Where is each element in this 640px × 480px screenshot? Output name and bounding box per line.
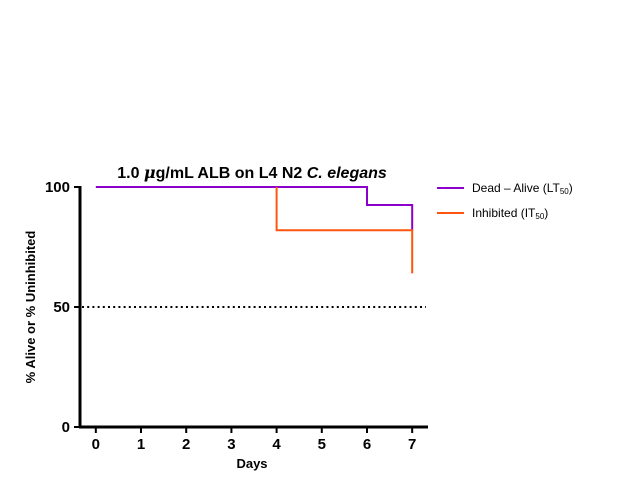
- title-mu: μ: [144, 163, 156, 182]
- title-prefix: 1.0: [117, 165, 144, 182]
- chart-title: 1.0 μg/mL ALB on L4 N2 C. elegans: [117, 163, 387, 182]
- legend-label-1: Inhibited (IT50): [472, 206, 548, 221]
- x-tick-label-2: 2: [182, 436, 190, 453]
- legend-label-0: Dead – Alive (LT50): [472, 181, 573, 196]
- series-line-0: [95, 186, 414, 231]
- x-tick-label-5: 5: [318, 436, 326, 453]
- x-axis-label: Days: [236, 456, 267, 471]
- x-tick-label-7: 7: [408, 436, 416, 453]
- series-line-1: [275, 187, 414, 274]
- x-tick-label-1: 1: [137, 436, 145, 453]
- x-tick-label-0: 0: [92, 436, 100, 453]
- x-tick-label-3: 3: [227, 436, 235, 453]
- y-tick-label-0: 0: [62, 419, 70, 436]
- title-species: C. elegans: [307, 165, 387, 182]
- x-tick-label-6: 6: [363, 436, 371, 453]
- y-tick-label-1: 50: [53, 299, 70, 316]
- plot-area: 0 1 2 3 4 5 6 7 0 50 100: [45, 179, 428, 453]
- y-tick-label-2: 100: [45, 179, 70, 196]
- y-axis-label: % Alive or % Uninhibited: [23, 231, 38, 384]
- title-middle: g/mL ALB on L4 N2: [156, 165, 307, 182]
- legend: Dead – Alive (LT50) Inhibited (IT50): [437, 181, 573, 221]
- x-tick-label-4: 4: [272, 436, 281, 453]
